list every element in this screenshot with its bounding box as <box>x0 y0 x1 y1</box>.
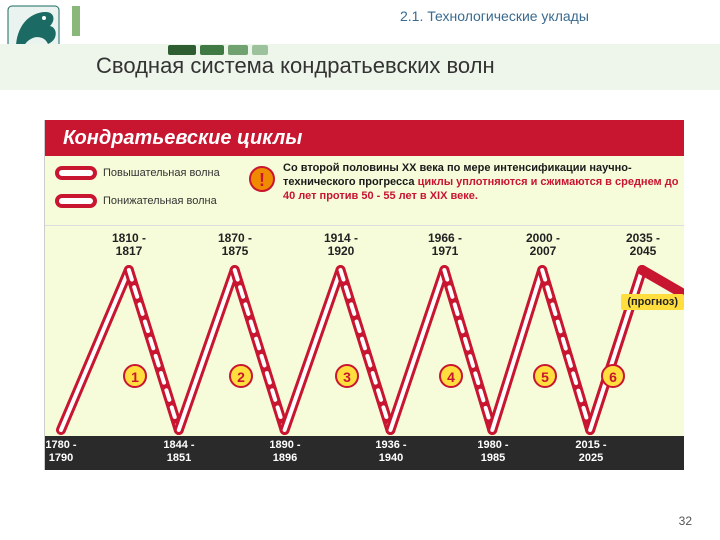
cycle-badge: 2 <box>229 364 253 388</box>
legend-down-label: Понижательная волна <box>103 195 217 207</box>
trough-label: 1890 -1896 <box>269 439 300 464</box>
trough-label: 1936 -1940 <box>375 439 406 464</box>
wave-chart: 1810 -1817 1870 -1875 1914 -1920 1966 -1971… <box>45 226 684 436</box>
peak-label: 1870 -1875 <box>218 232 252 258</box>
cycle-badge: 5 <box>533 364 557 388</box>
legend-pill-dashed <box>55 194 97 208</box>
cycle-badge: 6 <box>601 364 625 388</box>
warning-icon: ! <box>249 166 275 192</box>
cycle-badge: 1 <box>123 364 147 388</box>
page-title: Сводная система кондратьевских волн <box>96 53 495 79</box>
legend-falling-wave: Понижательная волна <box>55 194 217 208</box>
legend-pill-solid <box>55 166 97 180</box>
cycle-badge: 3 <box>335 364 359 388</box>
page-number: 32 <box>679 514 692 528</box>
peak-label: 2035 -2045 <box>626 232 660 258</box>
trough-band: 1780 -1790 1844 -1851 1890 -1896 1936 -1940… <box>45 436 684 470</box>
trough-label: 1780 -1790 <box>45 439 76 464</box>
legend-up-label: Повышательная волна <box>103 167 220 179</box>
trough-label: 1844 -1851 <box>163 439 194 464</box>
trough-label: 2015 -2025 <box>575 439 606 464</box>
diagram-banner: Кондратьевские циклы <box>45 120 684 156</box>
diagram-note: Со второй половины XX века по мере интен… <box>283 162 680 203</box>
cycle-badge: 4 <box>439 364 463 388</box>
peak-label: 1966 -1971 <box>428 232 462 258</box>
title-deco-boxes <box>168 42 278 52</box>
legend-row: Повышательная волна Понижательная волна … <box>45 156 684 226</box>
forecast-tag: (прогноз) <box>621 294 684 310</box>
trough-label: 1980 -1985 <box>477 439 508 464</box>
kondratiev-diagram: Кондратьевские циклы Повышательная волна… <box>44 120 684 470</box>
peak-label: 1914 -1920 <box>324 232 358 258</box>
slide-header: СПбГЭУ 2.1. Технологические уклады Сводн… <box>0 0 720 95</box>
legend-rising-wave: Повышательная волна <box>55 166 220 180</box>
peak-label: 1810 -1817 <box>112 232 146 258</box>
breadcrumb: 2.1. Технологические уклады <box>400 8 589 24</box>
peak-label: 2000 -2007 <box>526 232 560 258</box>
header-accent-bar <box>72 6 80 36</box>
